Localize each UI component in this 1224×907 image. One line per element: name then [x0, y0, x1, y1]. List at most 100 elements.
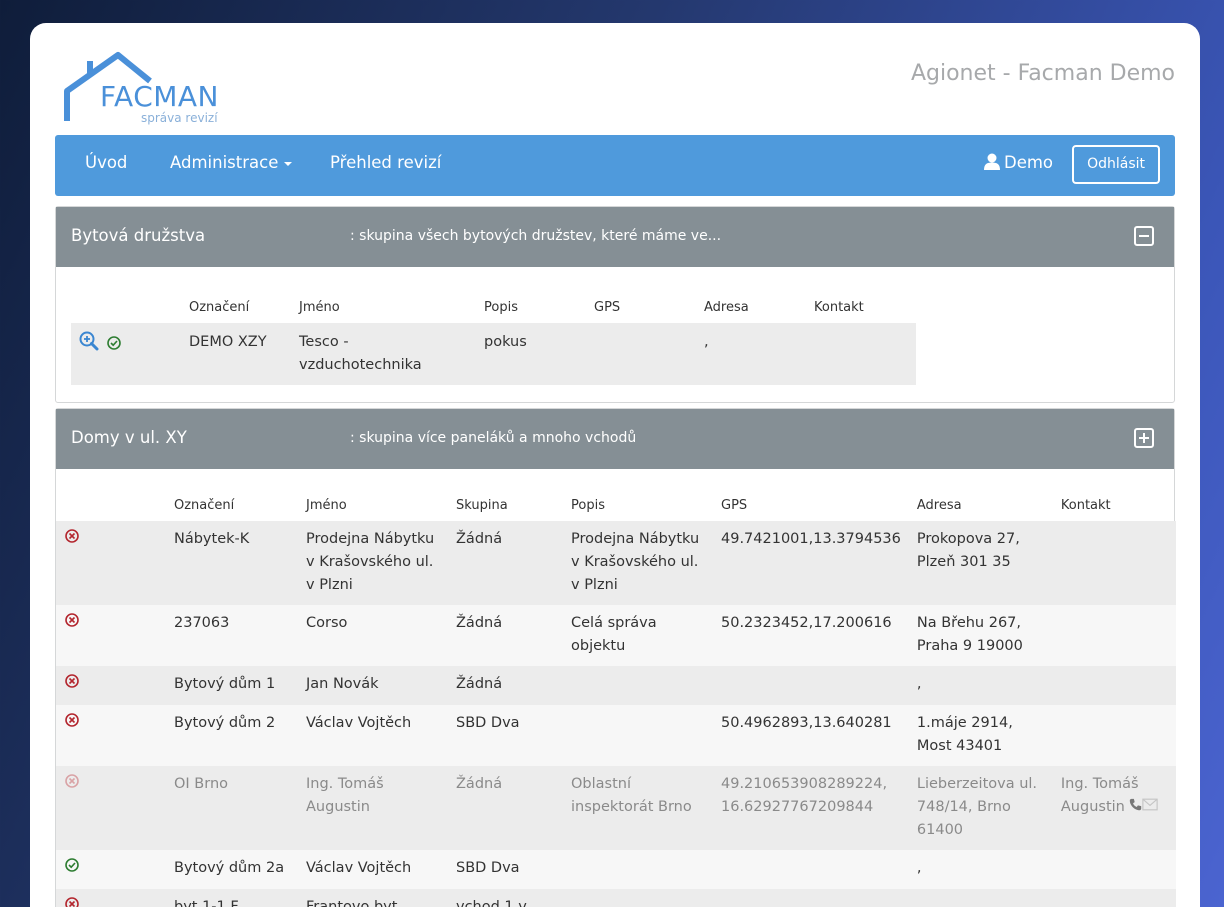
col-oznaceni: Označení	[189, 300, 250, 315]
nav-administrace-label: Administrace	[170, 153, 279, 172]
remove-icon[interactable]	[64, 528, 80, 544]
cell-adresa: Prokopova 27, Plzeň 301 35	[916, 531, 1020, 570]
cell-kontakt: Ing. Tomáš Augustin	[1053, 766, 1176, 850]
col-adresa: Adresa	[916, 498, 962, 513]
remove-icon[interactable]	[64, 712, 80, 728]
row-status	[56, 521, 166, 605]
cell-gps: 50.2323452,17.200616	[721, 615, 892, 631]
cell-gps	[713, 850, 909, 889]
row-actions	[71, 323, 181, 385]
cell-popis: Celá správa objektu	[571, 615, 657, 654]
main-card: FACMAN správa revizí Agionet - Facman De…	[30, 23, 1200, 907]
row-status	[56, 605, 166, 666]
row-status	[56, 889, 166, 907]
col-jmeno: Jméno	[299, 300, 340, 315]
col-kontakt: Kontakt	[814, 300, 864, 315]
cell-gps: 49.7421001,13.3794536	[721, 531, 901, 547]
phone-icon[interactable]	[1129, 798, 1142, 811]
row-status	[56, 766, 166, 850]
cell-skupina: Žádná	[456, 776, 503, 792]
cell-popis: Prodejna Nábytku v Krašovského ul. v Plz…	[571, 531, 700, 593]
cell-oznaceni: Nábytek-K	[174, 531, 250, 547]
cell-gps	[713, 666, 909, 705]
cell-jmeno: Tesco - vzduchotechnika	[299, 334, 422, 373]
panel-domy-v-ul-xy: Domy v ul. XY : skupina více paneláků a …	[55, 408, 1176, 907]
user-icon	[984, 153, 1000, 170]
cell-gps: 49.210653908289224, 16.62927767209844	[721, 776, 888, 815]
cell-gps	[586, 323, 696, 385]
nav-prehled-revizi[interactable]: Přehled revizí	[330, 153, 442, 172]
cell-oznaceni: OI Brno	[174, 776, 229, 792]
logo-subtitle: správa revizí	[141, 111, 218, 125]
col-jmeno: Jméno	[306, 498, 347, 513]
collapse-minus-icon[interactable]	[1134, 226, 1154, 246]
cell-skupina: SBD Dva	[456, 715, 520, 731]
panel-title: Domy v ul. XY	[71, 428, 187, 447]
remove-icon[interactable]	[64, 673, 80, 689]
expand-plus-icon[interactable]	[1134, 428, 1154, 448]
facman-logo[interactable]: FACMAN správa revizí	[62, 51, 232, 127]
nav-user[interactable]: Demo	[984, 153, 1053, 172]
nav-administrace[interactable]: Administrace	[170, 153, 293, 172]
table-row[interactable]: byt 1-1 F Frantovo byt vchod 1 v,	[56, 889, 1176, 907]
cell-adresa: ,	[916, 676, 922, 692]
nav-home[interactable]: Úvod	[85, 153, 128, 172]
cell-kontakt	[806, 323, 916, 385]
cell-kontakt	[1053, 521, 1176, 605]
cell-adresa: ,	[704, 334, 709, 350]
cell-popis: pokus	[484, 334, 527, 350]
logout-button[interactable]: Odhlásit	[1072, 145, 1160, 184]
table-row[interactable]: OI Brno Ing. Tomáš Augustin Žádná Oblastní …	[56, 766, 1176, 850]
table-row[interactable]: 237063 Corso Žádná Celá správa objektu 50.23…	[56, 605, 1176, 666]
table-row[interactable]: Bytový dům 1 Jan Novák Žádná,	[56, 666, 1176, 705]
row-status	[56, 850, 166, 889]
cell-skupina: vchod 1 v	[456, 899, 527, 907]
table-row[interactable]: Bytový dům 2 Václav Vojtěch SBD Dva 50.4962…	[56, 705, 1176, 766]
table-row[interactable]: Nábytek-K Prodejna Nábytku v Krašovského …	[56, 521, 1176, 605]
cell-skupina: Žádná	[456, 676, 503, 692]
col-gps: GPS	[721, 498, 748, 513]
cell-popis	[563, 666, 713, 705]
col-popis: Popis	[571, 498, 605, 513]
cell-kontakt	[1053, 666, 1176, 705]
panel-header[interactable]: Bytová družstva : skupina všech bytových…	[56, 207, 1174, 267]
check-icon[interactable]	[106, 335, 122, 351]
cell-jmeno: Jan Novák	[306, 676, 379, 692]
cell-oznaceni: Bytový dům 2a	[174, 860, 285, 876]
cell-jmeno: Václav Vojtěch	[306, 860, 412, 876]
mail-icon[interactable]	[1142, 798, 1159, 811]
zoom-icon[interactable]	[79, 331, 99, 351]
navbar: Úvod Administrace Přehled revizí Demo Od…	[55, 135, 1175, 196]
cell-oznaceni: 237063	[174, 615, 230, 631]
caret-down-icon	[284, 161, 293, 166]
cell-kontakt	[1053, 850, 1176, 889]
col-status	[56, 491, 166, 521]
remove-icon[interactable]	[64, 612, 80, 628]
col-actions	[71, 291, 181, 323]
remove-icon[interactable]	[64, 896, 80, 907]
cell-jmeno: Václav Vojtěch	[306, 715, 412, 731]
cell-skupina: SBD Dva	[456, 860, 520, 876]
cell-adresa: 1.máje 2914, Most 43401	[916, 715, 1013, 754]
house-logo-icon	[64, 52, 152, 121]
panel-header[interactable]: Domy v ul. XY : skupina více paneláků a …	[56, 409, 1174, 469]
cell-jmeno: Prodejna Nábytku v Krašovského ul. v Plz…	[306, 531, 435, 593]
table-row[interactable]: Bytový dům 2a Václav Vojtěch SBD Dva,	[56, 850, 1176, 889]
cell-skupina: Žádná	[456, 531, 503, 547]
cell-adresa: ,	[916, 860, 922, 876]
cell-jmeno: Corso	[306, 615, 348, 631]
logo-text: FACMAN	[100, 80, 220, 113]
row-status	[56, 705, 166, 766]
cell-gps	[713, 889, 909, 907]
cell-adresa: Na Břehu 267, Praha 9 19000	[916, 615, 1023, 654]
panel-bytova-druzstva: Bytová družstva : skupina všech bytových…	[55, 206, 1175, 403]
contact-name: Ing. Tomáš Augustin	[1060, 776, 1139, 815]
col-kontakt: Kontakt	[1060, 498, 1111, 513]
check-icon[interactable]	[64, 857, 80, 873]
cell-oznaceni: byt 1-1 F	[174, 899, 239, 907]
cell-jmeno: Frantovo byt	[306, 899, 398, 907]
cell-kontakt	[1053, 889, 1176, 907]
table-bytova-druzstva: Označení Jméno Popis GPS Adresa Kontakt	[71, 291, 916, 385]
remove-icon[interactable]	[64, 773, 80, 789]
table-row[interactable]: DEMO XZY Tesco - vzduchotechnika pokus ,	[71, 323, 916, 385]
